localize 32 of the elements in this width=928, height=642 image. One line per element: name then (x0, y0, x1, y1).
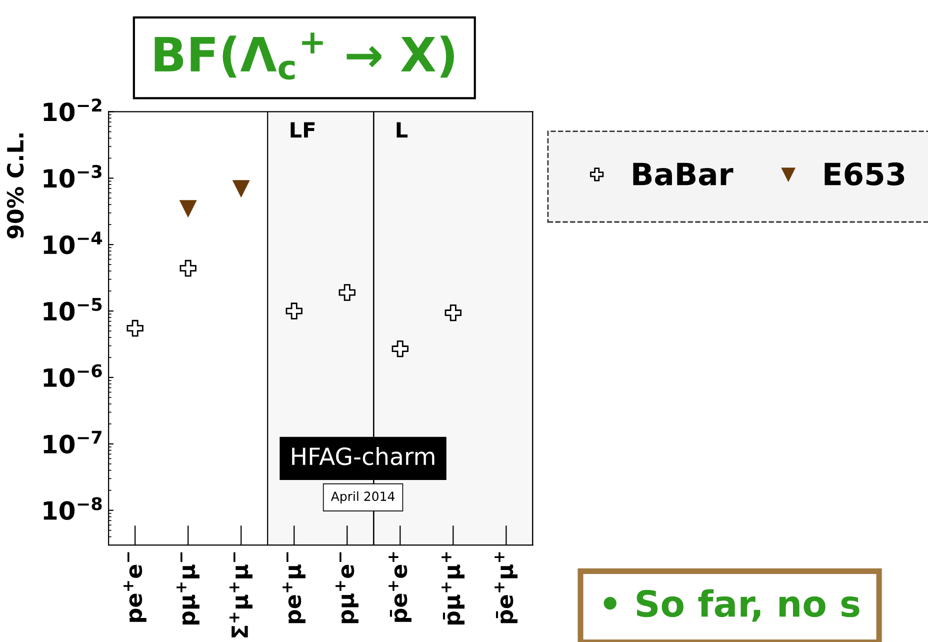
x-tick-label: pe$^{+}$μ$^{−}$ (282, 552, 306, 624)
legend-label: E653 (824, 162, 904, 186)
point (392, 340, 408, 358)
y-tick-label: 10$^{−4}$ (44, 232, 102, 254)
point (444, 304, 462, 322)
x-tick-label: pμ$^{+}$μ$^{−}$ (176, 552, 200, 624)
y-tick-label: 10$^{−3}$ (44, 164, 102, 188)
legend-label: BaBar (633, 162, 734, 186)
point (126, 320, 144, 337)
point (286, 302, 302, 320)
annotation: HFAG-charm (292, 446, 434, 466)
x-tick-label: p̄μ$^{+}$μ$^{+}$ (442, 552, 465, 624)
y-tick-label: 10$^{−2}$ (44, 98, 102, 122)
y-tick-label: 10$^{−6}$ (44, 364, 102, 388)
x-tick-label: pe$^{+}$e$^{−}$ (124, 552, 146, 622)
text: • So far, no s (604, 589, 860, 622)
y-tick-label: 10$^{−8}$ (44, 497, 102, 520)
annotation: April 2014 (330, 491, 395, 504)
point (180, 200, 196, 217)
x-tick-label: pμ$^{+}$e$^{−}$ (336, 552, 358, 624)
point (338, 284, 356, 301)
y-tick-label: 10$^{−7}$ (44, 430, 102, 454)
x-tick-label: Σ$^{+}$μ$^{+}$μ$^{−}$ (230, 552, 252, 638)
point (180, 260, 196, 277)
y-tick-label: 10$^{−5}$ (44, 298, 102, 321)
band-label: LF (290, 122, 315, 138)
band-label: L (396, 122, 408, 138)
point (232, 180, 250, 197)
x-tick-label: p̄e$^{+}$e$^{+}$ (388, 552, 412, 622)
chart-title: BF(Λ$_{c}$$^{+}$ → X) (154, 32, 454, 80)
y-axis-title: 90% C.L. (6, 134, 24, 238)
x-tick-label: p̄e$^{+}$μ$^{+}$ (494, 552, 518, 624)
